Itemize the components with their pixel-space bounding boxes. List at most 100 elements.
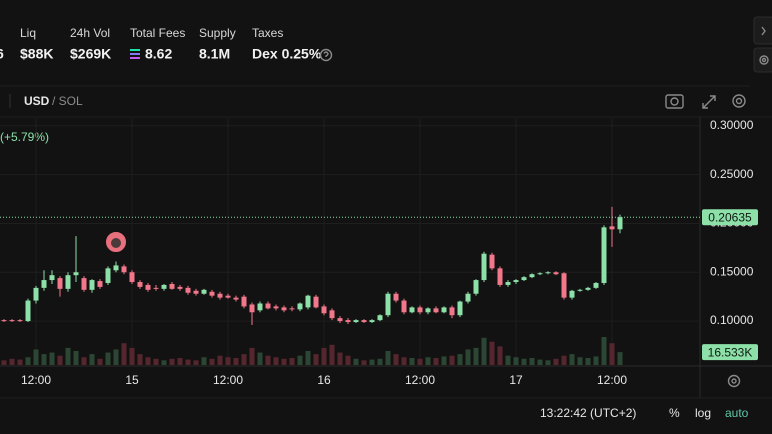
change-label: (+5.79%) xyxy=(0,130,49,144)
stat-value: 8.1M xyxy=(199,46,230,62)
candle-body xyxy=(241,296,247,307)
candle-body xyxy=(321,306,327,314)
volume-bar xyxy=(337,352,343,365)
chart-settings-button[interactable] xyxy=(732,94,746,108)
volume-bar xyxy=(49,352,55,365)
screenshot-button[interactable] xyxy=(665,94,684,109)
candle-body xyxy=(369,320,375,323)
candle-body xyxy=(433,308,439,313)
volume-bar xyxy=(609,343,615,365)
fullscreen-button[interactable] xyxy=(702,95,716,109)
volume-bar xyxy=(329,344,335,365)
candle-body xyxy=(529,274,535,278)
candle-body xyxy=(385,293,391,316)
candle-body xyxy=(377,315,383,321)
candle-body xyxy=(25,300,31,322)
candle-body xyxy=(617,217,623,230)
candle-body xyxy=(337,318,343,322)
percent-toggle[interactable]: % xyxy=(669,406,680,420)
volume-bar xyxy=(529,358,535,365)
auto-toggle[interactable]: auto xyxy=(725,406,749,420)
volume-bar xyxy=(569,354,575,365)
candle-body xyxy=(409,307,415,313)
volume-bar xyxy=(617,352,623,365)
collapse-button[interactable] xyxy=(753,16,772,45)
candle-body xyxy=(185,287,191,293)
volume-bar xyxy=(353,358,359,365)
candle-body xyxy=(537,273,543,275)
candle-body xyxy=(569,290,575,298)
volume-bar xyxy=(9,358,15,365)
candle-body xyxy=(361,320,367,323)
candle-body xyxy=(217,293,223,298)
grid: 0.100000.150000.200000.250000.3000012:00… xyxy=(0,118,754,387)
candle-body xyxy=(465,293,471,302)
volume-label: 16.533K xyxy=(708,345,753,359)
log-toggle[interactable]: log xyxy=(695,406,711,420)
y-tick-label: 0.15000 xyxy=(710,264,754,278)
volume-bar xyxy=(1,360,7,365)
candle-body xyxy=(81,278,87,290)
volume-bar xyxy=(81,357,87,365)
axis-gear[interactable] xyxy=(727,374,741,388)
volume-bar xyxy=(537,359,543,365)
candle-body xyxy=(209,291,215,296)
volume-bar xyxy=(257,352,263,365)
volume-bar xyxy=(393,354,399,365)
volume-bar xyxy=(425,357,431,365)
volume-bar xyxy=(297,355,303,365)
candle-body xyxy=(553,272,559,275)
candle-body xyxy=(73,272,79,276)
candle-body xyxy=(297,303,303,310)
volume-bar xyxy=(201,357,207,365)
volume-bar xyxy=(417,358,423,365)
candle-body xyxy=(601,227,607,283)
volume-bar xyxy=(345,355,351,365)
volume-bar xyxy=(281,358,287,365)
settings-side-button[interactable] xyxy=(753,47,772,73)
currency-usd[interactable]: USD xyxy=(24,94,50,108)
stat-label: Supply xyxy=(199,26,236,40)
candle-body xyxy=(257,303,263,311)
y-tick-label: 0.30000 xyxy=(710,118,754,132)
candle-body xyxy=(153,287,159,289)
help-icon[interactable] xyxy=(319,48,333,62)
volume-bar xyxy=(185,359,191,365)
candle-body xyxy=(305,295,311,308)
candle-body xyxy=(145,284,151,290)
volume-bar xyxy=(577,357,583,365)
volume-bar xyxy=(217,355,223,365)
volume-bar xyxy=(513,357,519,365)
candle-body xyxy=(273,306,279,309)
candle-body xyxy=(561,273,567,298)
volume-bar xyxy=(249,347,255,365)
candle-body xyxy=(497,268,503,285)
candle-body xyxy=(289,308,295,310)
volume-bar xyxy=(25,357,31,365)
candle-body xyxy=(9,320,15,322)
candle-body xyxy=(17,320,23,322)
x-tick-label: 15 xyxy=(125,373,139,387)
volume-bar xyxy=(265,355,271,365)
stat-value: Dex 0.25% xyxy=(252,46,322,62)
volume-bar xyxy=(465,349,471,365)
volume-bar xyxy=(481,337,487,365)
candle-body xyxy=(41,280,47,288)
currency-sol[interactable]: / SOL xyxy=(52,94,83,108)
volume-bar xyxy=(489,341,495,365)
volume-bar xyxy=(113,349,119,365)
candle-body xyxy=(193,290,199,294)
volume-bar xyxy=(457,354,463,365)
y-tick-label: 0.25000 xyxy=(710,167,754,181)
candle-body xyxy=(225,295,231,298)
volume-bar xyxy=(145,357,151,365)
x-tick-label: 12:00 xyxy=(597,373,627,387)
volume-bar xyxy=(233,358,239,365)
volume-bar xyxy=(377,358,383,365)
plot xyxy=(1,206,623,365)
candle-body xyxy=(585,287,591,290)
volume-bar xyxy=(97,358,103,365)
volume-bar xyxy=(137,354,143,365)
candle-body xyxy=(449,307,455,316)
